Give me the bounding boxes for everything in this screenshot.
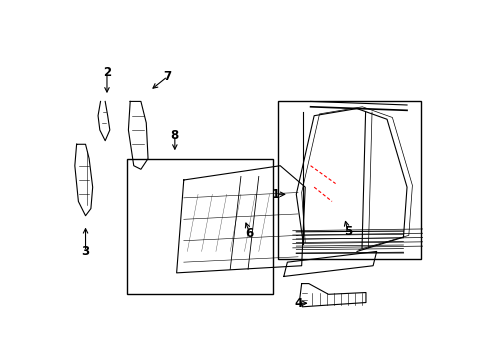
Text: 2: 2	[102, 66, 111, 79]
Text: 7: 7	[163, 70, 171, 83]
Bar	[126, 158, 272, 294]
Text: 6: 6	[245, 227, 253, 240]
Text: 1: 1	[271, 188, 280, 201]
Bar	[278, 102, 421, 258]
Text: 5: 5	[343, 225, 351, 238]
Text: 4: 4	[293, 297, 302, 310]
Text: 8: 8	[170, 129, 179, 142]
Text: 3: 3	[81, 245, 89, 258]
